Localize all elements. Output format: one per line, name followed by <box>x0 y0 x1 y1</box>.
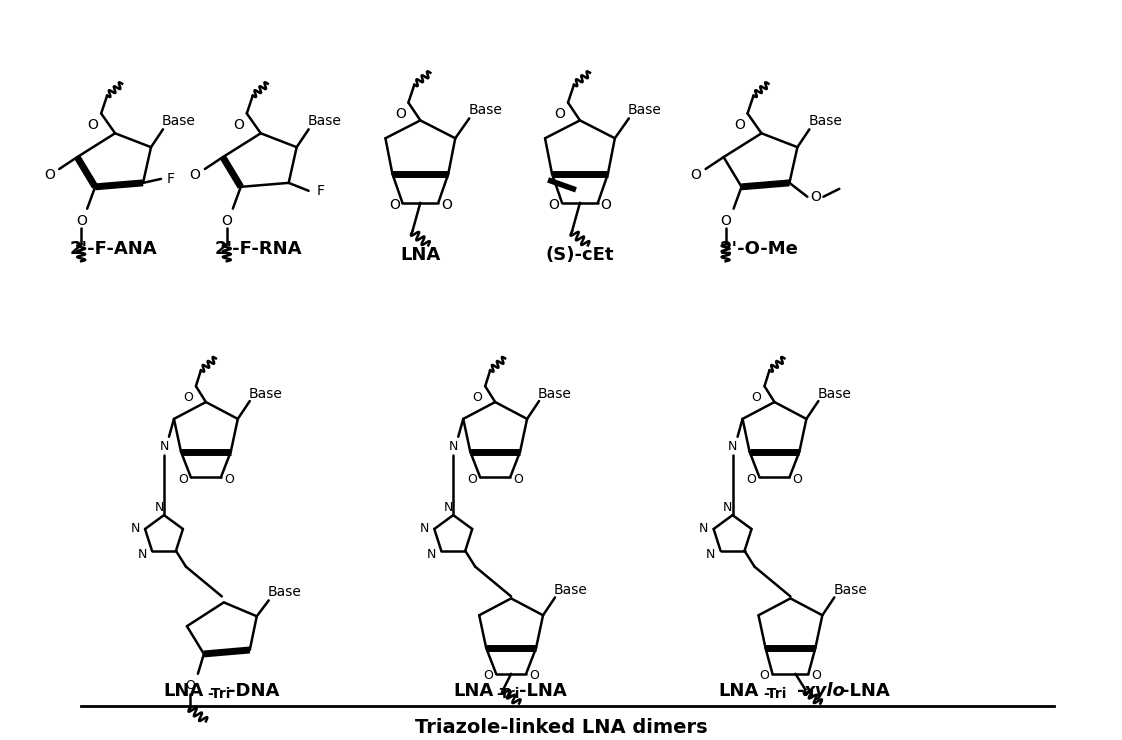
Text: O: O <box>183 391 193 403</box>
Text: Base: Base <box>818 387 852 401</box>
Text: O: O <box>530 669 539 682</box>
Text: -Tri: -Tri <box>496 687 519 701</box>
Text: N: N <box>130 522 140 536</box>
Text: O: O <box>760 669 770 682</box>
Text: Base: Base <box>539 387 572 401</box>
Text: O: O <box>190 168 201 182</box>
Text: N: N <box>420 522 429 536</box>
Text: Base: Base <box>162 115 196 128</box>
Text: -LNA: -LNA <box>843 682 890 699</box>
Text: F: F <box>167 172 175 186</box>
Text: N: N <box>426 548 436 561</box>
Text: Base: Base <box>249 387 283 401</box>
Text: O: O <box>690 168 701 182</box>
Text: O: O <box>810 189 821 204</box>
Text: O: O <box>734 118 745 132</box>
Text: O: O <box>811 669 821 682</box>
Text: Base: Base <box>268 585 302 599</box>
Text: Base: Base <box>468 104 503 118</box>
Text: O: O <box>467 473 477 486</box>
Text: O: O <box>389 198 399 212</box>
Text: O: O <box>76 214 86 228</box>
Text: N: N <box>728 440 737 453</box>
Text: N: N <box>723 501 733 514</box>
Text: N: N <box>449 440 458 453</box>
Text: Triazole-linked LNA dimers: Triazole-linked LNA dimers <box>415 718 707 737</box>
Text: N: N <box>443 501 453 514</box>
Text: N: N <box>137 548 147 561</box>
Text: -Tri: -Tri <box>763 687 787 701</box>
Text: O: O <box>185 679 195 692</box>
Text: O: O <box>221 214 232 228</box>
Text: O: O <box>484 669 493 682</box>
Text: LNA: LNA <box>718 682 758 699</box>
Text: 2'-O-Me: 2'-O-Me <box>720 240 799 258</box>
Text: LNA: LNA <box>164 682 204 699</box>
Text: O: O <box>44 168 55 182</box>
Text: 2'-F-RNA: 2'-F-RNA <box>215 240 303 258</box>
Text: O: O <box>233 118 245 132</box>
Text: O: O <box>792 473 802 486</box>
Text: LNA: LNA <box>453 682 494 699</box>
Text: O: O <box>472 391 482 403</box>
Text: O: O <box>441 198 452 212</box>
Text: N: N <box>155 501 164 514</box>
Text: O: O <box>549 198 560 212</box>
Text: -LNA: -LNA <box>519 682 567 699</box>
Text: O: O <box>720 214 732 228</box>
Text: Base: Base <box>554 583 588 597</box>
Text: O: O <box>178 473 187 486</box>
Text: O: O <box>224 473 233 486</box>
Text: O: O <box>600 198 611 212</box>
Text: Base: Base <box>307 115 341 128</box>
Text: Base: Base <box>628 104 662 118</box>
Text: -DNA: -DNA <box>228 682 279 699</box>
Text: O: O <box>395 107 406 121</box>
Text: N: N <box>699 522 708 536</box>
Text: F: F <box>316 184 324 198</box>
Text: N: N <box>159 440 168 453</box>
Text: Base: Base <box>809 115 843 128</box>
Text: O: O <box>746 473 756 486</box>
Text: (S)-cEt: (S)-cEt <box>545 246 614 264</box>
Text: O: O <box>554 107 565 121</box>
Text: Base: Base <box>834 583 867 597</box>
Text: O: O <box>88 118 99 132</box>
Text: O: O <box>752 391 762 403</box>
Text: -Tri: -Tri <box>208 687 230 701</box>
Text: O: O <box>513 473 523 486</box>
Text: LNA: LNA <box>401 246 441 264</box>
Text: -: - <box>797 682 804 699</box>
Text: 2'-F-ANA: 2'-F-ANA <box>70 240 157 258</box>
Text: N: N <box>706 548 716 561</box>
Text: xylo: xylo <box>803 682 845 699</box>
